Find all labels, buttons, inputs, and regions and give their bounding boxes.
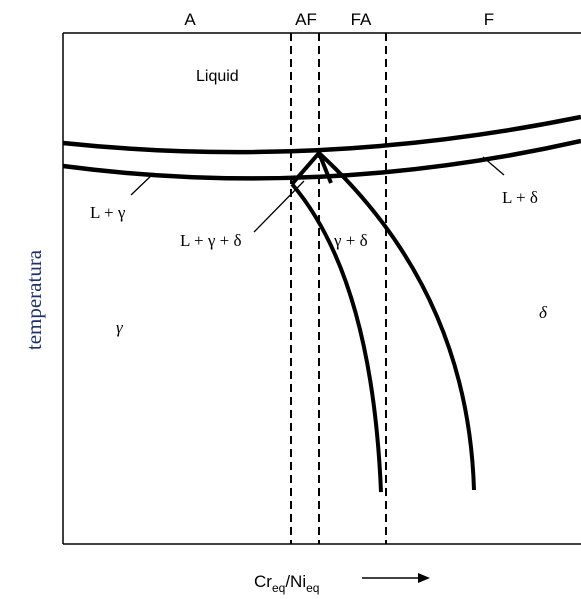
region-label-a: A (184, 10, 196, 29)
l-gamma-delta-label: L + γ + δ (180, 231, 241, 250)
x-axis-arrow-head (418, 573, 430, 583)
delta-label: δ (539, 303, 548, 322)
liquidus-curve (62, 114, 581, 155)
solidus-curve (62, 138, 581, 181)
gamma-label: γ (116, 318, 124, 337)
l-delta-label: L + δ (502, 188, 538, 207)
liquid-label: Liquid (196, 68, 239, 85)
gamma-solvus-line (290, 182, 383, 493)
region-label-fa: FA (351, 10, 372, 29)
leader-l-gamma-delta (253, 180, 305, 233)
leader-l-gamma (130, 172, 155, 196)
region-label-f: F (484, 10, 494, 29)
leader-l-delta (482, 156, 505, 176)
delta-solvus-line (317, 151, 476, 491)
y-axis-label: temperatura (22, 249, 46, 350)
gamma-delta-label: γ + δ (333, 231, 368, 250)
x-axis-label: Creq/Nieq (254, 572, 319, 595)
region-label-af: AF (295, 10, 317, 29)
l-gamma-label: L + γ (90, 203, 126, 222)
